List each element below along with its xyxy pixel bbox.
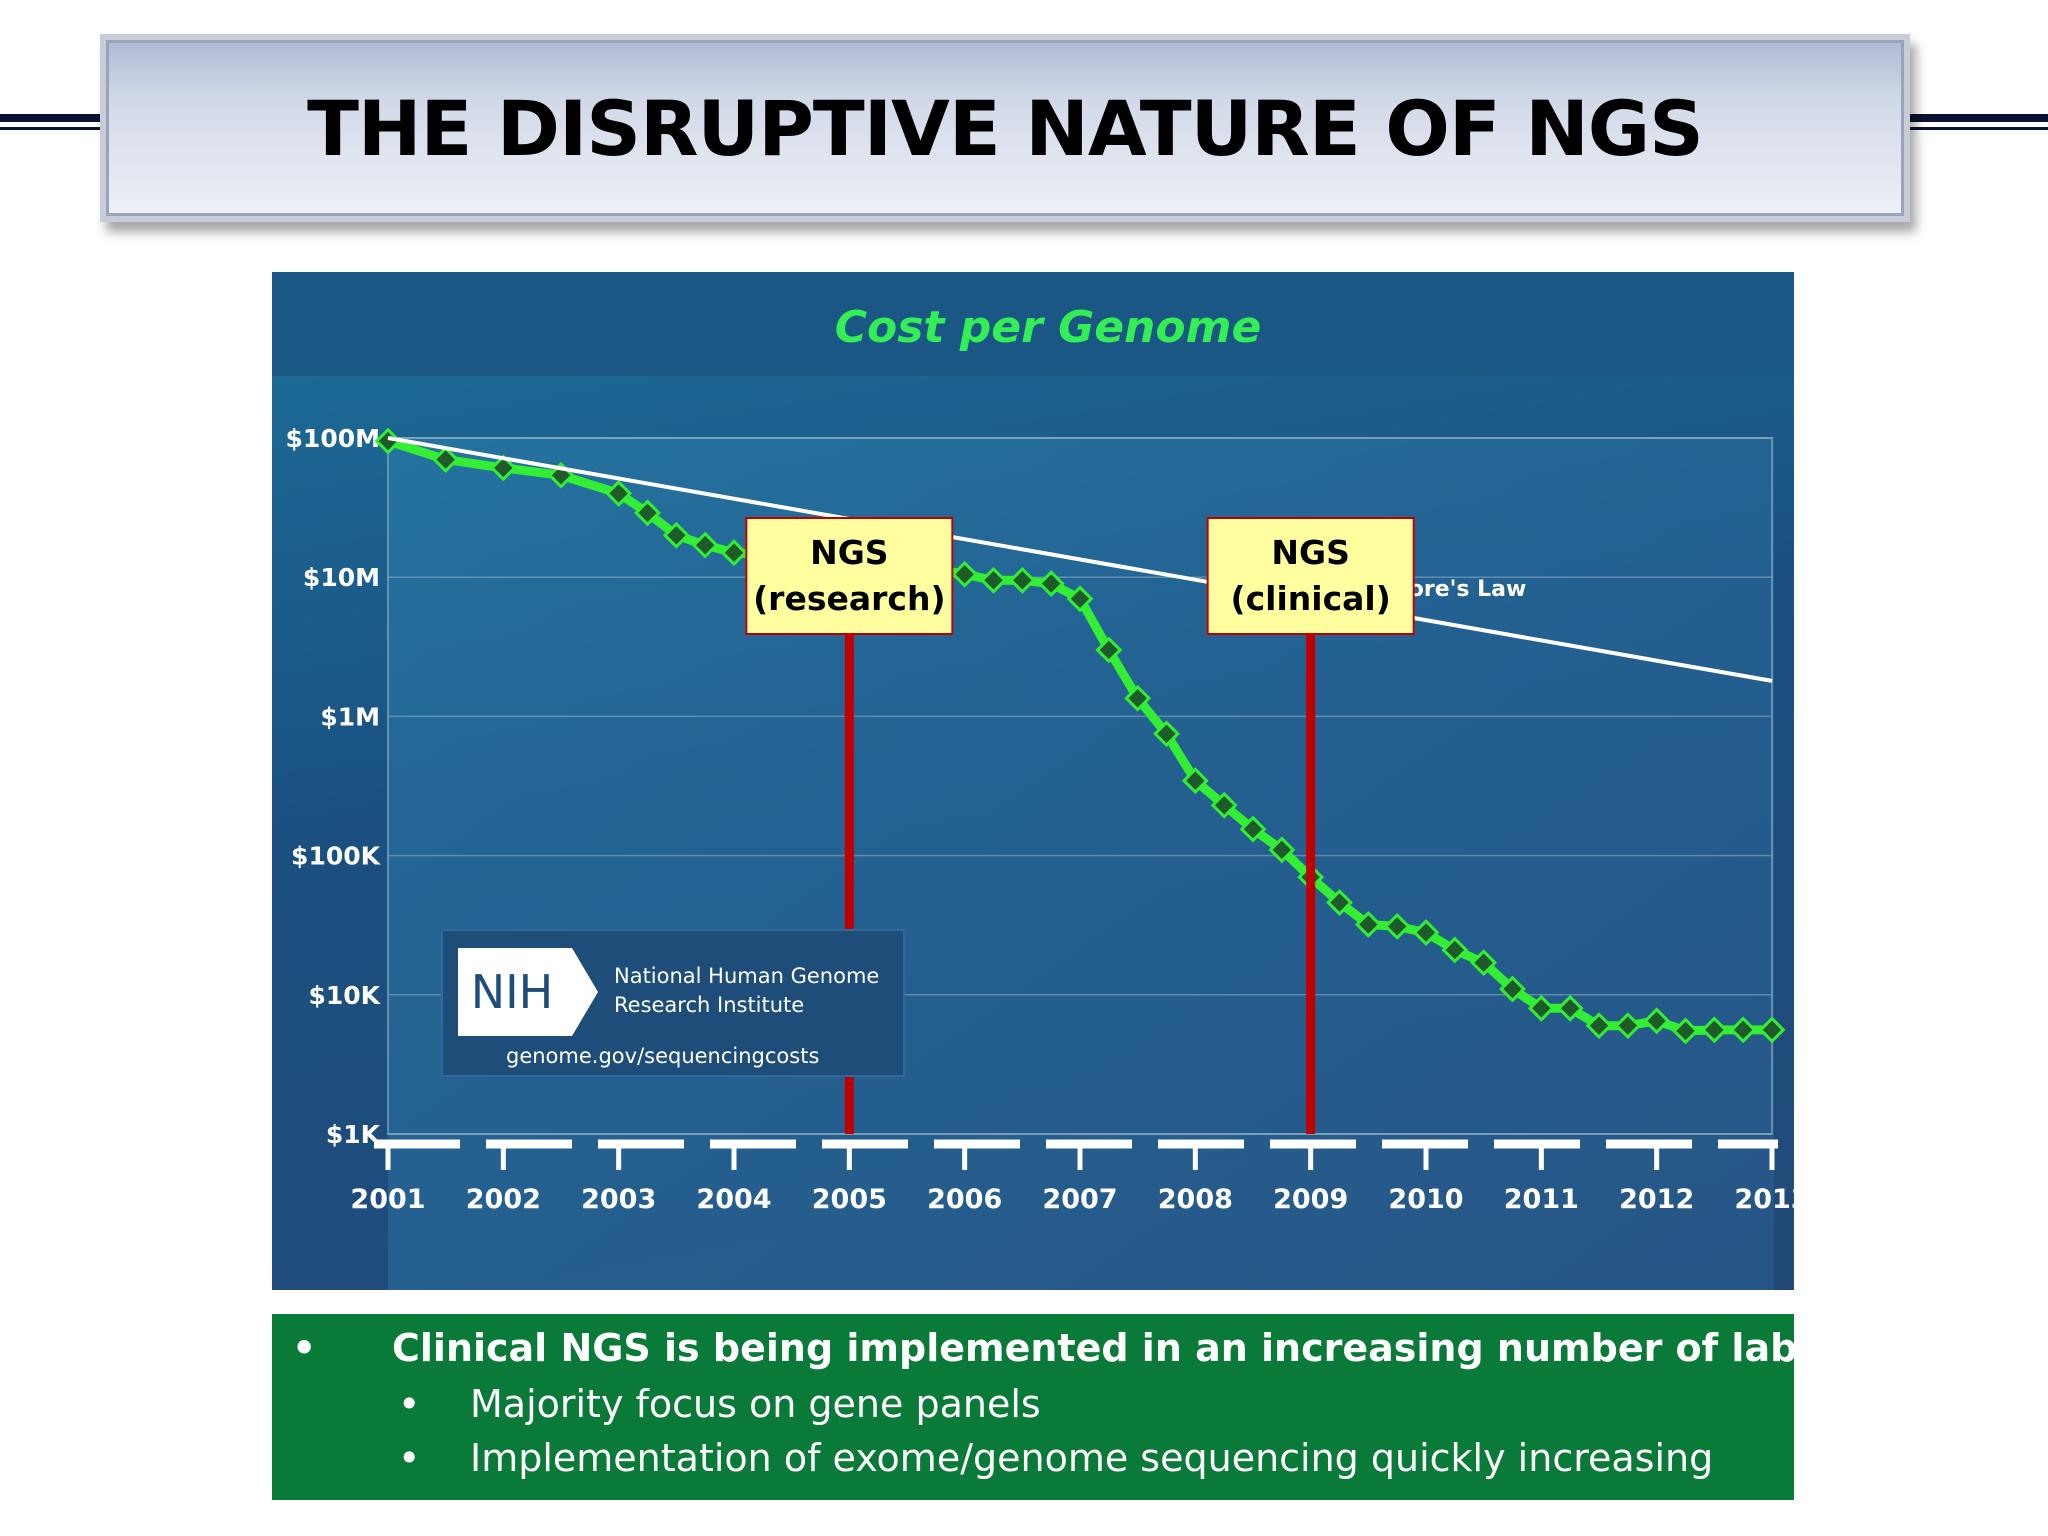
x-tick-label: 2005: [812, 1184, 887, 1215]
cost-data-point: [1672, 1017, 1699, 1045]
chart-panel: Cost per Genome $100M $10M $1M $100K $10K $1K…: [272, 272, 1794, 1290]
cost-data-point: [662, 521, 690, 549]
cost-data-point: [374, 427, 402, 455]
header-rule-right-thick: [1910, 114, 2048, 122]
cost-data-point: [489, 454, 517, 482]
y-tick-label: $1M: [320, 702, 380, 731]
y-tick-label: $10K: [308, 981, 381, 1010]
x-tick-label: 2004: [696, 1184, 771, 1215]
nih-logo-text: NIH: [471, 965, 554, 1019]
x-tick-label: 2012: [1619, 1184, 1694, 1215]
chart-title-band: [272, 272, 1794, 376]
cost-data-point: [1124, 684, 1152, 712]
cost-data-point: [1095, 636, 1123, 664]
cost-data-point: [1441, 936, 1469, 964]
cost-data-point: [980, 566, 1007, 594]
cost-data-point: [720, 539, 748, 567]
bullet-box: • Clinical NGS is being implemented in a…: [272, 1314, 1820, 1500]
annotation-label-line1: NGS: [1271, 533, 1349, 572]
bullet-dot: •: [292, 1326, 317, 1370]
x-tick-label: 2013: [1734, 1184, 1794, 1215]
cost-data-point: [1008, 566, 1036, 594]
header-rule-left-thick: [0, 114, 100, 122]
header-rule-left-thin: [0, 127, 100, 130]
cost-data-point: [1412, 919, 1440, 946]
cost-data-point: [1326, 889, 1353, 916]
x-tick-label: 2006: [927, 1184, 1002, 1215]
cost-data-point: [1499, 975, 1526, 1003]
bullet-text: Clinical NGS is being implemented in an …: [392, 1326, 1820, 1370]
annotation-callout-box: [745, 517, 954, 635]
y-tick-label: $10M: [303, 563, 380, 592]
moores-law-line: [387, 436, 1773, 683]
title-banner: THE DISRUPTIVE NATURE OF NGS: [100, 34, 1910, 222]
cost-data-point: [1556, 994, 1584, 1022]
header-rule-right-thin: [1910, 127, 2048, 130]
chart-title: Cost per Genome: [835, 302, 1262, 353]
annotation-callout-box: [1206, 517, 1415, 635]
cost-data-point: [1354, 911, 1382, 938]
slide-title: THE DISRUPTIVE NATURE OF NGS: [307, 83, 1704, 173]
cost-data-point: [1758, 1016, 1786, 1044]
x-tick-label: 2001: [350, 1184, 425, 1215]
cost-data-point: [1268, 836, 1296, 864]
cost-data-point: [1470, 949, 1498, 977]
cost-data-point: [1700, 1016, 1728, 1044]
x-tick-label: 2011: [1504, 1184, 1579, 1215]
cost-data-point: [1614, 1012, 1642, 1040]
cost-data-point: [432, 446, 460, 473]
y-tick-label: $100K: [291, 842, 382, 871]
cost-data-point: [1239, 815, 1267, 843]
cost-data-point: [1037, 570, 1065, 598]
bullet-text: Majority focus on gene panels: [470, 1382, 1041, 1426]
cost-data-point: [1181, 767, 1209, 795]
cost-per-genome-chart: Cost per Genome $100M $10M $1M $100K $10K $1K…: [272, 272, 1794, 1290]
legend-url: genome.gov/sequencingcosts: [506, 1044, 819, 1068]
cost-data-point: [951, 560, 979, 588]
cost-data-point: [1066, 585, 1094, 613]
annotation-label-line2: (research): [753, 579, 945, 618]
bullet-text: Implementation of exome/genome sequencin…: [470, 1436, 1714, 1480]
cost-data-point: [1153, 720, 1180, 748]
y-tick-label: $100M: [286, 424, 380, 453]
cost-data-point: [1527, 994, 1555, 1022]
cost-data-point: [1383, 912, 1411, 940]
legend-org-line1: National Human Genome: [614, 964, 879, 988]
x-tick-label: 2007: [1042, 1184, 1117, 1215]
cost-data-point: [634, 499, 661, 527]
legend-org-line2: Research Institute: [614, 993, 804, 1017]
x-tick-label: 2010: [1388, 1184, 1463, 1215]
x-tick-label: 2003: [581, 1184, 656, 1215]
cost-data-point: [1643, 1007, 1671, 1035]
x-tick-label: 2009: [1273, 1184, 1348, 1215]
annotation-label-line2: (clinical): [1231, 579, 1391, 618]
x-tick-label: 2002: [466, 1184, 541, 1215]
cost-data-point: [1585, 1012, 1613, 1040]
bullet-dot: •: [398, 1436, 421, 1480]
x-tick-label: 2008: [1158, 1184, 1233, 1215]
cost-data-point: [691, 531, 719, 559]
nih-logo-icon: [458, 948, 598, 1036]
bullet-dot: •: [398, 1382, 421, 1426]
cost-data-point: [1729, 1016, 1757, 1044]
cost-data-point: [605, 479, 633, 507]
cost-data-point: [1210, 791, 1238, 819]
y-tick-label: $1K: [326, 1120, 382, 1149]
annotation-label-line1: NGS: [810, 533, 888, 572]
